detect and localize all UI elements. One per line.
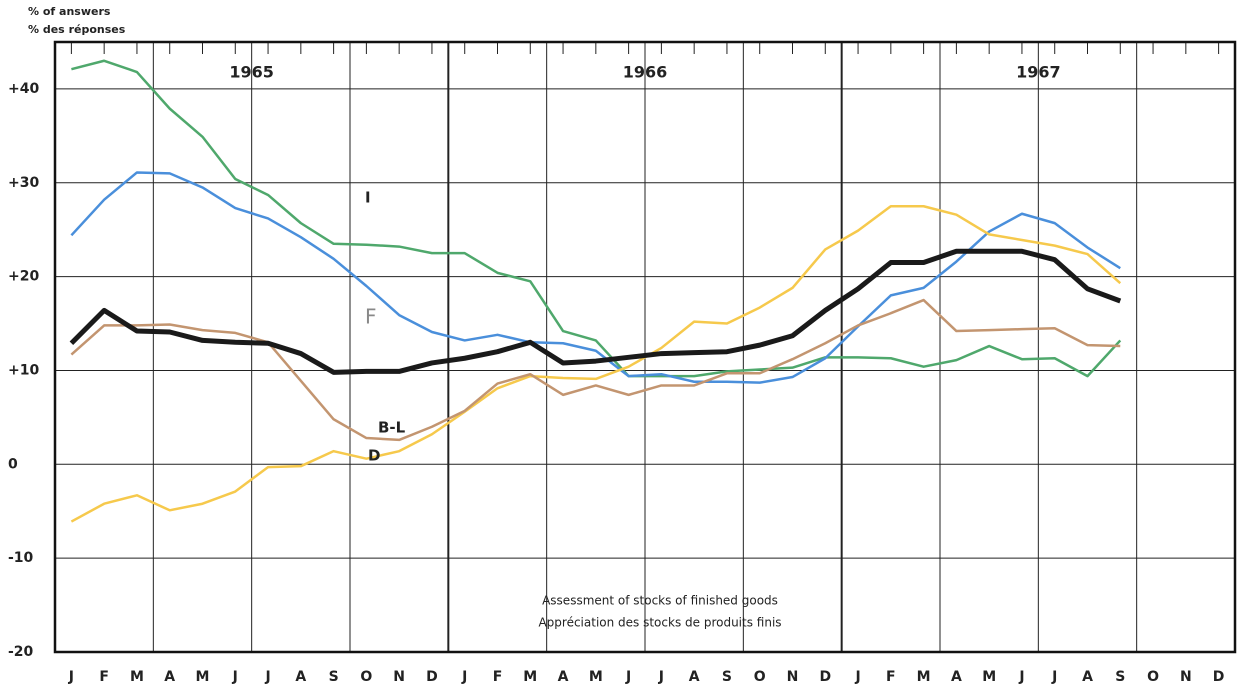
annotation: Appréciation des stocks de produits fini… bbox=[538, 616, 781, 630]
year-label: 1965 bbox=[229, 63, 274, 82]
year-label: 1967 bbox=[1016, 63, 1061, 82]
year-label: 1966 bbox=[623, 63, 668, 82]
x-tick-label: D bbox=[1213, 669, 1225, 685]
x-tick-label: M bbox=[130, 669, 144, 685]
x-tick-label: D bbox=[426, 669, 438, 685]
series-line bbox=[70, 204, 1122, 523]
x-tick-label: M bbox=[589, 669, 603, 685]
series-label: F bbox=[365, 305, 377, 329]
x-tick-label: A bbox=[295, 669, 306, 685]
y-tick-label: +30 bbox=[8, 175, 39, 191]
annotation: Assessment of stocks of finished goods bbox=[542, 594, 778, 608]
axis-label: % of answers bbox=[28, 5, 111, 18]
x-tick-label: J bbox=[1018, 669, 1024, 685]
x-tick-label: N bbox=[393, 669, 405, 685]
x-tick-label: N bbox=[787, 669, 799, 685]
x-tick-label: J bbox=[658, 669, 664, 685]
x-tick-label: S bbox=[722, 669, 732, 685]
series-label: B-L bbox=[378, 419, 406, 437]
y-tick-label: +10 bbox=[8, 362, 39, 378]
series-label: D bbox=[368, 447, 380, 465]
x-tick-label: M bbox=[982, 669, 996, 685]
y-tick-label: +40 bbox=[8, 81, 39, 97]
x-tick-label: O bbox=[754, 669, 766, 685]
x-tick-label: A bbox=[951, 669, 962, 685]
x-tick-label: M bbox=[917, 669, 931, 685]
x-tick-label: J bbox=[1051, 669, 1057, 685]
x-tick-label: M bbox=[523, 669, 537, 685]
x-tick-label: O bbox=[1147, 669, 1159, 685]
x-tick-label: J bbox=[68, 669, 74, 685]
x-tick-label: M bbox=[196, 669, 210, 685]
x-tick-label: O bbox=[360, 669, 372, 685]
x-tick-label: A bbox=[558, 669, 569, 685]
x-tick-label: J bbox=[461, 669, 467, 685]
x-tick-label: A bbox=[689, 669, 700, 685]
x-tick-label: J bbox=[625, 669, 631, 685]
x-tick-label: J bbox=[232, 669, 238, 685]
x-tick-label: J bbox=[264, 669, 270, 685]
x-tick-label: A bbox=[1082, 669, 1093, 685]
y-tick-label: 0 bbox=[8, 456, 18, 472]
x-tick-label: N bbox=[1180, 669, 1192, 685]
x-tick-label: S bbox=[1115, 669, 1125, 685]
axis-label: % des réponses bbox=[28, 23, 126, 36]
x-tick-label: F bbox=[99, 669, 109, 685]
y-tick-label: -10 bbox=[8, 550, 34, 566]
x-tick-label: S bbox=[329, 669, 339, 685]
series-label: I bbox=[365, 189, 371, 207]
x-tick-label: A bbox=[164, 669, 175, 685]
x-tick-label: D bbox=[819, 669, 831, 685]
series-line bbox=[70, 298, 1121, 442]
y-tick-label: -20 bbox=[8, 644, 34, 660]
x-tick-label: J bbox=[854, 669, 860, 685]
plot-frame bbox=[53, 40, 1237, 654]
x-tick-label: F bbox=[886, 669, 896, 685]
y-tick-label: +20 bbox=[8, 269, 39, 285]
x-tick-label: F bbox=[493, 669, 503, 685]
series-line bbox=[71, 59, 1122, 378]
series-line bbox=[70, 171, 1121, 384]
series-line bbox=[69, 248, 1122, 375]
